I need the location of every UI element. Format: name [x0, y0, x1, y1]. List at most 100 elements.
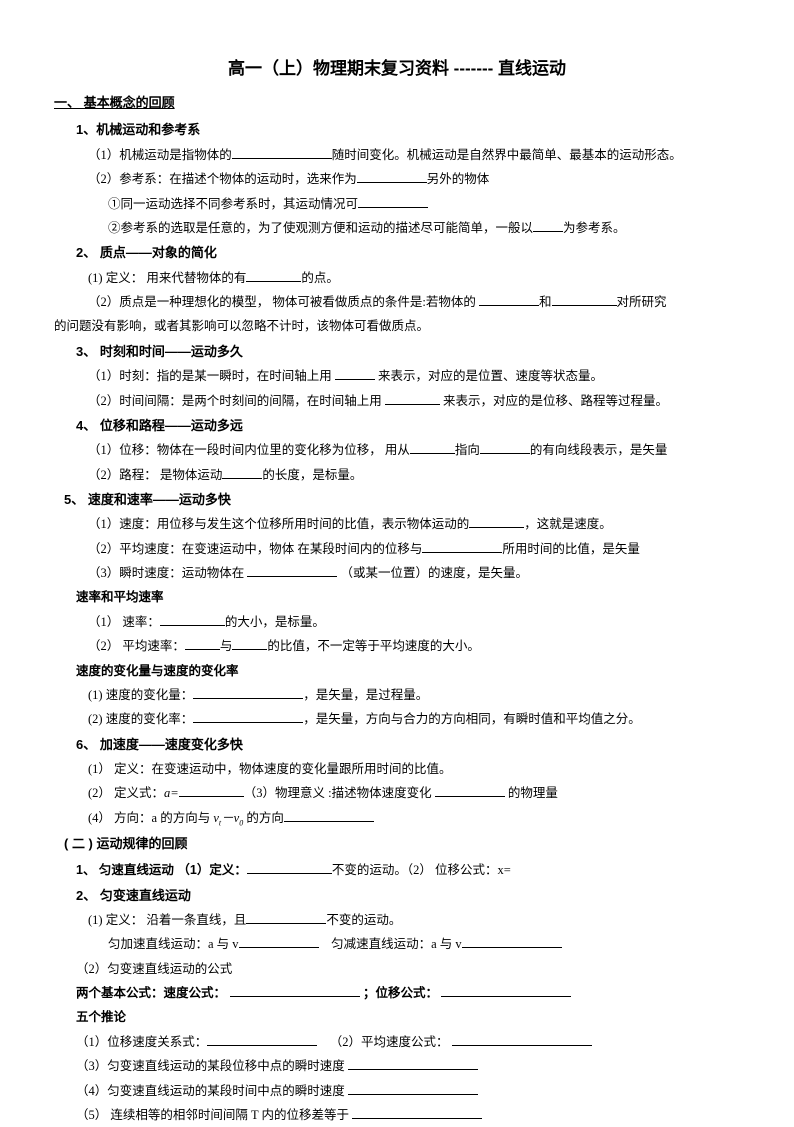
line-bh-2: (2) 速度的变化率： ，是矢量，方向与合力的方向相同，有瞬时值和平均值之分。 — [88, 707, 740, 731]
line-tl-4: （4）匀变速直线运动的某段时间中点的瞬时速度 — [76, 1079, 740, 1103]
blank — [246, 912, 326, 924]
line-1-6-2: (2） 定义式：a=（3）物理意义 :描述物体速度变化 的物理量 — [88, 781, 740, 805]
blank — [222, 467, 262, 479]
line-bh-1: (1) 速度的变化量： ，是矢量，是过程量。 — [88, 683, 740, 707]
text: 随时间变化。机械运动是自然界中最简单、最基本的运动形态。 — [332, 148, 682, 162]
text: （或某一位置）的速度，是矢量。 — [341, 566, 529, 580]
line-1-2-1: (1) 定义： 用来代替物体的有的点。 — [88, 266, 740, 290]
text: （1）位移速度关系式： — [76, 1035, 207, 1049]
text: （4）匀变速直线运动的某段时间中点的瞬时速度 — [76, 1084, 345, 1098]
text: ，是矢量，是过程量。 — [303, 688, 428, 702]
text: （2）时间间隔：是两个时刻间的间隔，在时间轴上用 — [88, 394, 382, 408]
text: （2）路程： 是物体运动 — [88, 468, 222, 482]
line-tl-3: （3）匀变速直线运动的某段位移中点的瞬时速度 — [76, 1054, 740, 1078]
text: （2）参考系：在描述个物体的运动时，选来作为 — [88, 172, 357, 186]
text: 为参考系。 — [563, 221, 626, 235]
blank — [335, 368, 375, 380]
line-1-2-2d: 的问题没有影响，或者其影响可以忽略不计时，该物体可看做质点。 — [54, 314, 740, 338]
blank — [552, 294, 617, 306]
five-corollaries: 五个推论 — [76, 1005, 740, 1029]
blank — [441, 985, 571, 997]
formula-a: a= — [164, 786, 179, 800]
text: 来表示，对应的是位置、速度等状态量。 — [378, 369, 603, 383]
blank — [358, 196, 428, 208]
text: （2）平均速度公式： — [330, 1035, 449, 1049]
subsection-1-1: 1、机械运动和参考系 — [76, 117, 740, 142]
text: 另外的物体 — [427, 172, 490, 186]
blank — [435, 786, 505, 798]
blank — [462, 936, 562, 948]
text: 来表示，对应的是位移、路程等过程量。 — [443, 394, 668, 408]
blank — [239, 936, 319, 948]
text: （2） 平均速率： — [88, 639, 185, 653]
blank — [348, 1083, 478, 1095]
subsection-change: 速度的变化量与速度的变化率 — [76, 659, 740, 683]
text: 的长度，是标量。 — [262, 468, 362, 482]
line-formulas: 两个基本公式：速度公式： ；位移公式： — [76, 981, 740, 1005]
line-1-4-2: （2）路程： 是物体运动 的长度，是标量。 — [88, 463, 740, 487]
blank — [232, 147, 332, 159]
text: (1) 定义： 沿着一条直线，且 — [88, 913, 246, 927]
text: 指向 — [455, 443, 480, 457]
subsection-1-5: 5、 速度和速率——运动多快 — [64, 487, 740, 512]
text: （2）质点是一种理想化的模型， 物体可被看做质点的条件是:若物体的 — [88, 295, 476, 309]
subsection-1-3: 3、 时刻和时间——运动多久 — [76, 339, 740, 364]
blank — [479, 294, 539, 306]
page-title: 高一（上）物理期末复习资料 ------- 直线运动 — [54, 52, 740, 85]
line-1-6-1: (1） 定义：在变速运动中，物体速度的变化量跟所用时间的比值。 — [88, 757, 740, 781]
text: ②参考系的选取是任意的，为了使观测方便和运动的描述尽可能简单，一般以 — [108, 221, 533, 235]
blank — [385, 393, 440, 405]
text: （3）瞬时速度：运动物体在 — [88, 566, 244, 580]
line-2-1: 1、 匀速直线运动 （1）定义： 不变的运动。（2） 位移公式：x= — [76, 858, 740, 882]
blank — [480, 442, 530, 454]
line-1-1-2: （2）参考系：在描述个物体的运动时，选来作为 另外的物体 — [88, 167, 740, 191]
text: ；位移公式： — [363, 986, 438, 1000]
blank — [410, 442, 455, 454]
blank — [185, 638, 220, 650]
line-2-2-2: （2）匀变速直线运动的公式 — [76, 957, 740, 981]
blank — [193, 687, 303, 699]
line-1-5-3: （3）瞬时速度：运动物体在 （或某一位置）的速度，是矢量。 — [88, 561, 740, 585]
text: (1) 速度的变化量： — [88, 688, 193, 702]
text: （1）位移：物体在一段时间内位里的变化移为位移， 用从 — [88, 443, 410, 457]
line-tl-1: （1）位移速度关系式： （2）平均速度公式： — [76, 1030, 740, 1054]
blank — [357, 171, 427, 183]
blank — [232, 638, 267, 650]
text: 对所研究 — [617, 295, 667, 309]
text: （2）平均速度：在变速运动中，物体 在某段时间内的位移与 — [88, 542, 422, 556]
line-1-3-2: （2）时间间隔：是两个时刻间的间隔，在时间轴上用 来表示，对应的是位移、路程等过… — [88, 389, 740, 413]
line-1-3-1: （1）时刻：指的是某一瞬时，在时间轴上用 来表示，对应的是位置、速度等状态量。 — [88, 364, 740, 388]
text: （1）机械运动是指物体的 — [88, 148, 232, 162]
text: (2) 速度的变化率： — [88, 712, 193, 726]
text: （5） 连续相等的相邻时间间隔 T 内的位移差等于 — [76, 1108, 349, 1122]
line-1-1-2c: ①同一运动选择不同参考系时，其运动情况可 — [108, 192, 740, 216]
line-1-5-2: （2）平均速度：在变速运动中，物体 在某段时间内的位移与所用时间的比值，是矢量 — [88, 537, 740, 561]
text: ，这就是速度。 — [524, 517, 612, 531]
text: 1、 匀速直线运动 （1）定义： — [76, 863, 247, 877]
line-1-6-4: (4） 方向：a 的方向与 vt－v0 的方向 — [88, 806, 740, 831]
subsection-1-6: 6、 加速度——速度变化多快 — [76, 732, 740, 757]
section-2-heading: ( 二 ) 运动规律的回顾 — [64, 831, 740, 856]
blank — [422, 541, 502, 553]
blank — [348, 1058, 478, 1070]
blank — [469, 516, 524, 528]
text: (4） 方向：a 的方向与 — [88, 811, 210, 825]
section-1-heading: 一、 基本概念的回顾 — [54, 90, 740, 115]
text: 的方向 — [246, 811, 284, 825]
text: 的点。 — [301, 271, 339, 285]
blank — [246, 270, 301, 282]
line-2-2-acc: 匀加速直线运动：a 与 v 匀减速直线运动：a 与 v — [108, 932, 740, 956]
line-1-5-1: （1）速度：用位移与发生这个位移所用时间的比值，表示物体运动的，这就是速度。 — [88, 512, 740, 536]
line-1-1-2d: ②参考系的选取是任意的，为了使观测方便和运动的描述尽可能简单，一般以 为参考系。 — [108, 216, 740, 240]
text: ，是矢量，方向与合力的方向相同，有瞬时值和平均值之分。 — [303, 712, 641, 726]
blank — [179, 786, 244, 798]
line-sr-2: （2） 平均速率：与的比值，不一定等于平均速度的大小。 — [88, 634, 740, 658]
vt: v — [210, 811, 219, 825]
text: （3）物理意义 :描述物体速度变化 — [244, 786, 432, 800]
text: （1）时刻：指的是某一瞬时，在时间轴上用 — [88, 369, 332, 383]
text: 匀加速直线运动：a 与 v — [108, 937, 239, 951]
line-1-4-1: （1）位移：物体在一段时间内位里的变化移为位移， 用从指向的有向线段表示，是矢量 — [88, 438, 740, 462]
text: 不变的运动。（2） 位移公式：x= — [332, 863, 511, 877]
text: (2） 定义式： — [88, 786, 164, 800]
blank — [284, 810, 374, 822]
